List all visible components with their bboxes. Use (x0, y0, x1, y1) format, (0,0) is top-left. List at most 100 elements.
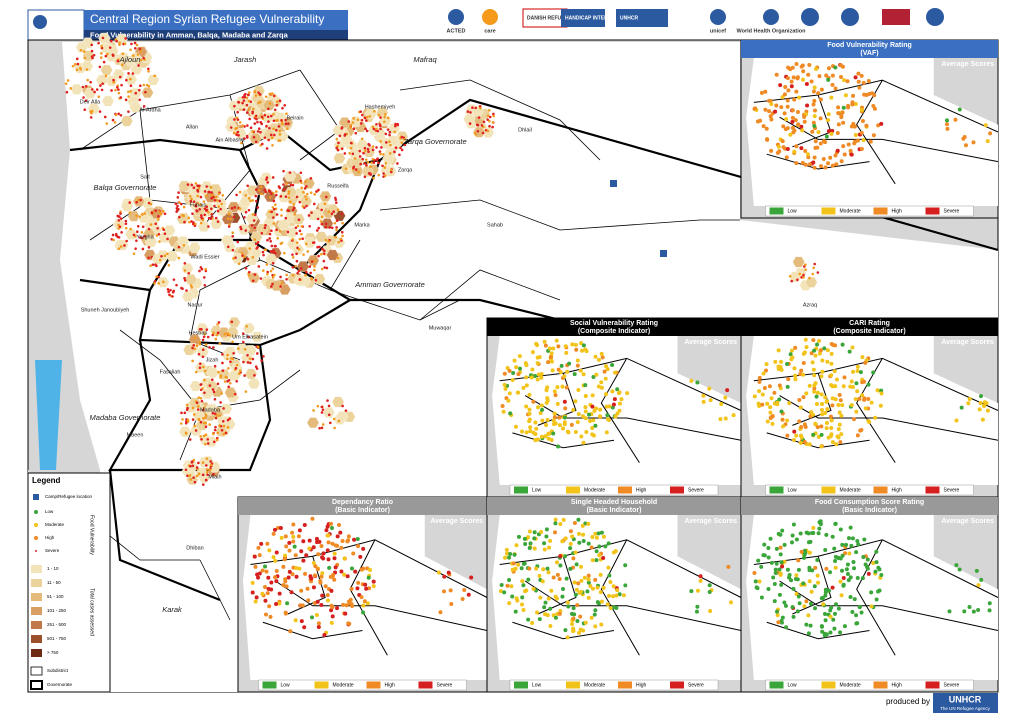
inset-point (292, 544, 297, 549)
inset-point (982, 404, 987, 409)
household-point (312, 409, 315, 412)
legend-label: 1 - 10 (47, 566, 59, 571)
inset-point (820, 624, 825, 629)
inset-point (343, 611, 348, 616)
household-point (253, 226, 257, 229)
household-point (264, 95, 268, 99)
household-point (196, 201, 199, 205)
inset-point (860, 355, 865, 360)
inset-point (826, 118, 831, 123)
inset-point (571, 407, 576, 412)
inset-point (603, 376, 608, 381)
household-point (71, 64, 75, 68)
inset-point (809, 351, 814, 356)
household-point (243, 255, 246, 259)
inset-point (499, 582, 504, 587)
household-point (119, 245, 123, 248)
household-point (194, 204, 198, 208)
inset-point (346, 534, 351, 539)
inset-point (780, 528, 785, 533)
household-point (244, 390, 248, 393)
household-point (138, 98, 142, 102)
household-point (233, 104, 236, 108)
subdistrict-boundary (199, 559, 231, 621)
household-point (226, 245, 230, 249)
household-point (234, 366, 238, 370)
household-point (268, 195, 272, 199)
household-point (208, 346, 211, 349)
legend-swatch (31, 621, 42, 629)
inset-point (806, 631, 811, 636)
inset-point (811, 432, 816, 437)
inset-point (589, 615, 594, 620)
inset-point (617, 592, 622, 597)
inset-point (849, 403, 854, 408)
inset-point (848, 594, 853, 599)
inset-point (762, 385, 767, 390)
household-point (469, 111, 472, 114)
household-point (169, 288, 172, 292)
inset-point (836, 402, 841, 407)
inset-point (524, 404, 529, 409)
inset-point (830, 82, 835, 87)
inset-point (824, 532, 829, 537)
camp-icon (610, 180, 617, 187)
case-hexagon (244, 345, 257, 356)
inset-point (604, 392, 609, 397)
household-point (246, 361, 250, 364)
inset-title: Food Vulnerability Rating (827, 42, 912, 49)
inset-point (849, 152, 854, 157)
household-point (117, 247, 121, 250)
household-point (343, 152, 347, 155)
inset-point (544, 534, 549, 539)
household-point (200, 214, 203, 217)
inset-point (603, 544, 608, 549)
household-point (157, 275, 160, 279)
inset-point (814, 394, 819, 399)
inset-point (794, 161, 799, 166)
household-point (394, 146, 398, 150)
inset-point (874, 597, 879, 602)
inset-point (701, 399, 706, 404)
household-point (320, 215, 324, 219)
case-hexagon (130, 64, 143, 75)
inset-point (504, 547, 509, 552)
household-point (117, 236, 121, 239)
inset-point (753, 579, 758, 584)
household-point (217, 205, 220, 208)
inset-point (774, 72, 779, 77)
household-point (234, 127, 237, 130)
inset-legend-label: Moderate (584, 487, 605, 493)
inset-point (823, 395, 828, 400)
household-point (190, 183, 194, 187)
inset-point (866, 78, 871, 83)
household-point (221, 194, 225, 197)
inset-point (774, 609, 779, 614)
household-point (335, 226, 338, 229)
inset-point (517, 354, 522, 359)
household-point (120, 63, 124, 66)
household-point (383, 120, 386, 124)
inset-point (528, 425, 533, 430)
household-point (231, 235, 235, 238)
household-point (279, 275, 282, 279)
household-point (140, 231, 144, 234)
inset-point (819, 374, 824, 379)
household-point (272, 199, 276, 203)
household-point (251, 279, 255, 283)
inset-point (362, 599, 367, 604)
household-point (221, 361, 224, 365)
inset-point (866, 396, 871, 401)
inset-legend-label: Severe (437, 682, 453, 688)
household-point (323, 202, 327, 206)
inset-point (469, 575, 474, 580)
household-point (202, 200, 206, 203)
inset-point (317, 539, 322, 544)
inset-point (345, 574, 350, 579)
case-hexagon (166, 250, 179, 262)
inset-point (843, 551, 848, 556)
household-point (235, 133, 238, 136)
household-point (269, 269, 273, 273)
household-point (226, 418, 230, 422)
household-point (339, 237, 343, 241)
